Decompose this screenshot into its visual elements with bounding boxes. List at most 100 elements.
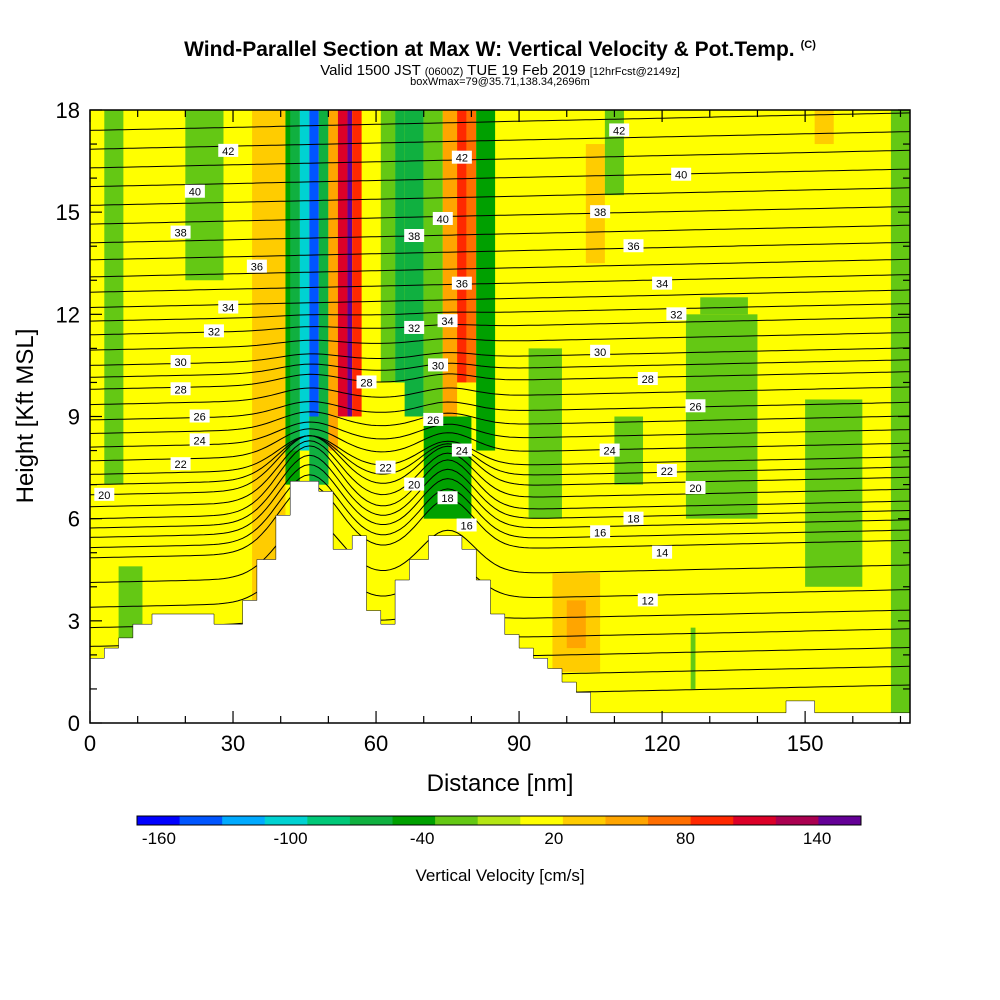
field-cell <box>585 144 605 264</box>
isentrope-line <box>90 386 910 406</box>
isentrope-label-bg <box>671 167 692 181</box>
isentrope-label: 30 <box>174 357 186 369</box>
isentrope-label-bg <box>170 457 191 471</box>
isentrope-line <box>90 484 910 559</box>
valid-prefix: Valid 1500 JST <box>320 62 421 79</box>
isentrope-line <box>90 550 910 608</box>
boxwmax-info: boxWmax=79@35.71,138.34,2696m <box>410 76 590 88</box>
isentrope-label-bg <box>404 229 425 243</box>
chart-title-text: Wind-Parallel Section at Max W: Vertical… <box>184 38 795 61</box>
isentrope-label: 32 <box>670 309 682 321</box>
isentrope-label-bg <box>599 443 620 457</box>
colorbar-tick-label: 140 <box>803 829 831 848</box>
x-tick-label: 90 <box>507 731 531 756</box>
isentrope-line <box>90 241 910 261</box>
isentrope-line <box>90 435 910 496</box>
colorbar-swatch <box>307 816 351 825</box>
colorbar-swatch <box>222 816 266 825</box>
isentrope-line <box>90 168 910 188</box>
isentrope-label-bg <box>590 205 611 219</box>
isentrope-label-bg <box>590 344 611 358</box>
colorbar: -160 -100 -40 20 80 140 <box>136 815 862 848</box>
field-cell <box>318 110 329 485</box>
isentrope-line <box>90 347 910 366</box>
isentrope-label-bg <box>203 324 224 338</box>
field-cell <box>104 110 124 485</box>
colorbar-swatch <box>562 816 606 825</box>
isentrope-label: 28 <box>360 377 372 389</box>
x-axis: 0 30 60 90 120 150 <box>84 110 902 756</box>
isentrope-label-bg <box>189 409 210 423</box>
isentrope-label-bg <box>451 276 472 290</box>
y-tick-label: 15 <box>56 200 80 225</box>
isentrope-label: 34 <box>441 316 453 328</box>
field-cell <box>299 110 310 451</box>
isentrope-line <box>90 371 910 390</box>
isentrope-label-bg <box>656 463 677 477</box>
isentrope-label: 38 <box>174 228 186 240</box>
isentrope-label: 12 <box>642 595 654 607</box>
isentrope-line <box>90 359 910 378</box>
isentrope-label: 38 <box>408 231 420 243</box>
isentrope-label: 20 <box>689 483 701 495</box>
isentrope-label: 28 <box>642 374 654 386</box>
colorbar-tick-label: -100 <box>274 829 308 848</box>
isentrope-label-bg <box>685 399 706 413</box>
isentrope-line <box>90 474 910 549</box>
isentrope-label-bg <box>451 150 472 164</box>
isentrope-label: 30 <box>594 347 606 359</box>
colorbar-tick-label: 20 <box>544 829 563 848</box>
isentrope-line <box>90 454 910 529</box>
isentrope-label: 42 <box>456 153 468 165</box>
field-cell <box>814 110 834 145</box>
isentrope-label-bg <box>437 491 458 505</box>
isentrope-label-bg <box>685 481 706 495</box>
isentrope-label-bg <box>170 355 191 369</box>
isentrope-line <box>90 224 910 244</box>
x-tick-label: 0 <box>84 731 96 756</box>
isentrope-label: 18 <box>627 514 639 526</box>
colorbar-swatch <box>477 816 521 825</box>
colorbar-swatch <box>690 816 734 825</box>
forecast-info: [12hrFcst@2149z] <box>589 66 680 78</box>
isentrope-line <box>90 112 910 131</box>
valid-zulu: (0600Z) <box>424 66 464 78</box>
y-tick-label: 0 <box>68 711 80 736</box>
isentrope-label: 20 <box>98 490 110 502</box>
isentrope-line <box>90 435 910 486</box>
isentrope-label: 38 <box>594 207 606 219</box>
isentrope-label: 28 <box>174 384 186 396</box>
isentrope-label: 26 <box>194 412 206 424</box>
y-axis-label: Height [Kft MSL] <box>12 329 39 504</box>
isentrope-label: 32 <box>208 326 220 338</box>
colorbar-swatch <box>137 816 181 825</box>
chart-title: Wind-Parallel Section at Max W: Vertical… <box>0 38 1000 62</box>
isentrope-label: 34 <box>222 303 234 315</box>
isentrope-label: 22 <box>174 459 186 471</box>
isentrope-label: 30 <box>432 360 444 372</box>
isentrope-labels: 12 14 16 16 18 18 20 20 20 22 22 22 24 24 24 26 26 26 28 28… <box>94 123 706 607</box>
colorbar-swatch <box>392 816 436 825</box>
colorbar-tick-label: -160 <box>142 829 176 848</box>
isentrope-label: 36 <box>251 262 263 274</box>
isentrope-label: 24 <box>456 446 468 458</box>
isentrope-label-bg <box>609 123 630 137</box>
isentrope-line <box>90 411 910 434</box>
isentrope-label: 16 <box>461 520 473 532</box>
isentrope-label: 40 <box>675 170 687 182</box>
isentrope-label: 14 <box>656 548 668 560</box>
isentrope-label-bg <box>666 307 687 321</box>
isentrope-label-bg <box>637 593 658 607</box>
isentrope-label: 34 <box>656 279 668 291</box>
colorbar-swatch <box>179 816 223 825</box>
x-tick-label: 120 <box>644 731 681 756</box>
y-tick-label: 18 <box>56 98 80 123</box>
isentrope-label-bg <box>246 259 267 273</box>
isentrope-label-bg <box>218 143 239 157</box>
colorbar-label: Vertical Velocity [cm/s] <box>415 866 584 885</box>
y-tick-label: 3 <box>68 609 80 634</box>
colorbar-tick-label: 80 <box>676 829 695 848</box>
field-cell <box>309 110 319 417</box>
x-tick-label: 150 <box>787 731 824 756</box>
